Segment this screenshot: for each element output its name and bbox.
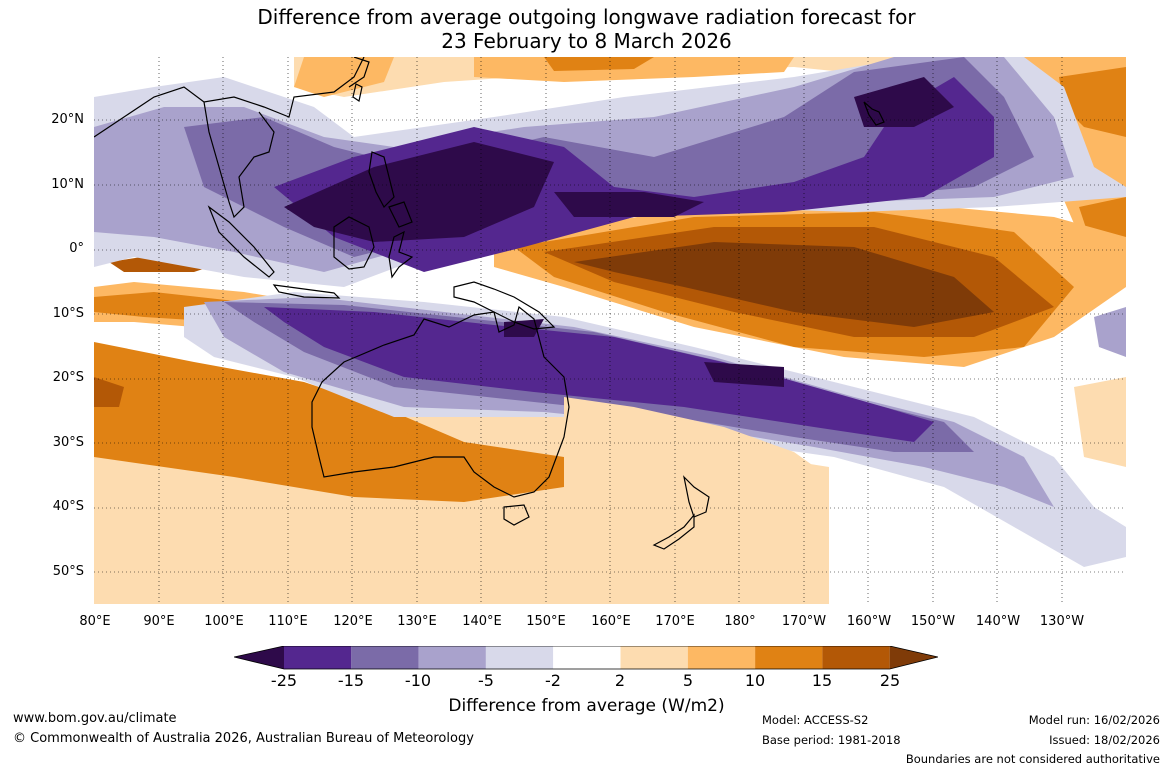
- lon-label-80e: 80°E: [79, 614, 111, 629]
- boundaries-disclaimer: Boundaries are not considered authoritat…: [905, 752, 1160, 766]
- lon-label-120e: 120°E: [333, 614, 373, 629]
- gridlines: [94, 57, 1126, 604]
- colorbar-tick: 25: [879, 671, 901, 690]
- colorbar-bin: [822, 646, 890, 669]
- base-period: Base period: 1981-2018: [762, 733, 901, 747]
- lon-label-160w: 160°W: [846, 614, 892, 629]
- colorbar-max-arrow: [889, 646, 938, 669]
- lat-label-40s: 40°S: [52, 499, 84, 514]
- colorbar-tick: -2: [545, 671, 561, 690]
- lat-label-10s: 10°S: [52, 306, 84, 321]
- lat-label-30s: 30°S: [52, 435, 84, 450]
- lon-label-140e: 140°E: [462, 614, 502, 629]
- colorbar-bin: [620, 646, 688, 669]
- lat-label-10n: 10°N: [51, 177, 84, 192]
- lon-label-170e: 170°E: [655, 614, 695, 629]
- model-run-date: Model run: 16/02/2026: [1028, 713, 1160, 727]
- colorbar-tick: -5: [478, 671, 494, 690]
- coastlines: [94, 57, 885, 550]
- lon-label-130w: 130°W: [1039, 614, 1085, 629]
- website-link[interactable]: www.bom.gov.au/climate: [13, 711, 177, 726]
- model-name: Model: ACCESS-S2: [762, 713, 869, 727]
- lat-label-50s: 50°S: [52, 564, 84, 579]
- colorbar-label: Difference from average (W/m2): [448, 696, 725, 716]
- copyright-text: © Commonwealth of Australia 2026, Austra…: [13, 731, 474, 746]
- lon-label-90e: 90°E: [143, 614, 175, 629]
- colorbar-tick: 10: [744, 671, 766, 690]
- colorbar-tick: -15: [337, 671, 365, 690]
- colorbar-tick: 5: [682, 671, 694, 690]
- chart-title-line1: Difference from average outgoing longwav…: [257, 5, 916, 29]
- colorbar-tick: 15: [811, 671, 833, 690]
- colorbar-tick: -10: [404, 671, 432, 690]
- lon-label-110e: 110°E: [268, 614, 308, 629]
- chart-title-line2: 23 February to 8 March 2026: [441, 29, 732, 53]
- lat-label-0: 0°: [69, 241, 84, 256]
- olr-anomaly-map: [94, 57, 1126, 604]
- colorbar-bin: [284, 646, 352, 669]
- issued-date: Issued: 18/02/2026: [1049, 733, 1160, 747]
- colorbar-bin: [418, 646, 486, 669]
- lon-label-150e: 150°E: [526, 614, 566, 629]
- colorbar-bin: [553, 646, 621, 669]
- lon-label-130e: 130°E: [397, 614, 437, 629]
- lon-label-180: 180°: [724, 614, 756, 629]
- lat-label-20s: 20°S: [52, 370, 84, 385]
- lon-label-150w: 150°W: [910, 614, 956, 629]
- lon-label-170w: 170°W: [781, 614, 827, 629]
- colorbar-outline: [234, 646, 938, 670]
- colorbar-min-arrow: [234, 646, 284, 669]
- colorbar-tick: 2: [614, 671, 626, 690]
- colorbar-tick: -25: [270, 671, 298, 690]
- lon-label-160e: 160°E: [591, 614, 631, 629]
- colorbar-bin: [351, 646, 419, 669]
- lon-label-100e: 100°E: [204, 614, 244, 629]
- lon-label-140w: 140°W: [975, 614, 1021, 629]
- colorbar: [234, 646, 938, 670]
- lat-label-20n: 20°N: [51, 112, 84, 127]
- colorbar-bin: [755, 646, 823, 669]
- colorbar-bin: [485, 646, 554, 669]
- colorbar-bin: [687, 646, 756, 669]
